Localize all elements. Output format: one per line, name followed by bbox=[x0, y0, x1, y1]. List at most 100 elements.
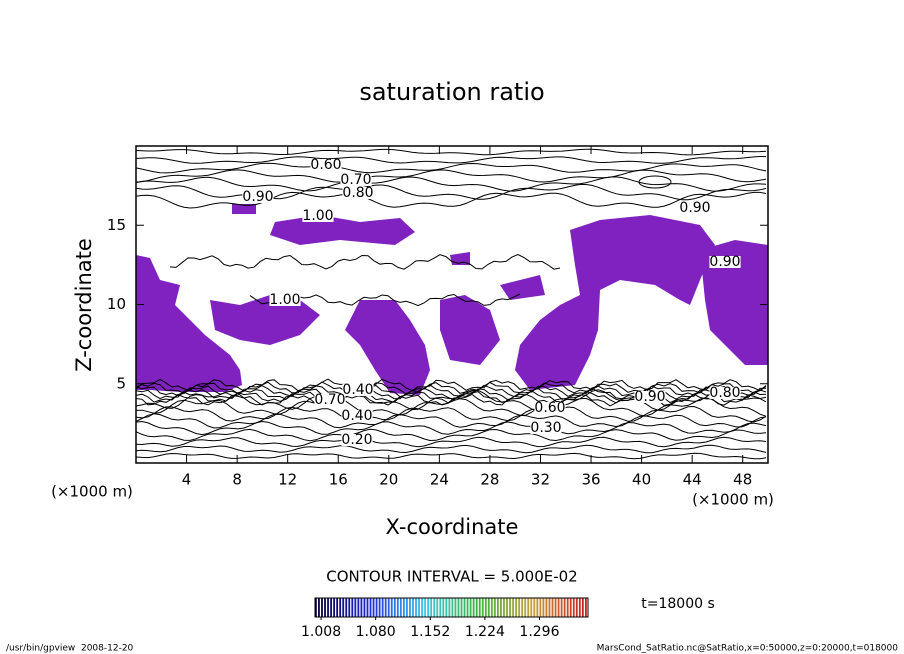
colorbar-stripe bbox=[466, 598, 469, 617]
fill-region bbox=[440, 295, 500, 365]
colorbar-stripe bbox=[500, 598, 502, 617]
colorbar-stripe bbox=[321, 598, 323, 617]
colorbar-stripe bbox=[393, 598, 396, 617]
colorbar-stripe bbox=[569, 598, 572, 617]
colorbar-stripe bbox=[475, 598, 478, 617]
colorbar-stripe bbox=[436, 598, 439, 617]
colorbar-frame bbox=[314, 597, 589, 618]
contour-label-bg bbox=[709, 387, 741, 399]
chart-title: saturation ratio bbox=[359, 78, 544, 106]
colorbar-stripe bbox=[375, 598, 378, 617]
x-tick-label: 44 bbox=[683, 471, 702, 489]
x-tick-label: 8 bbox=[232, 471, 242, 489]
colorbar-stripe bbox=[348, 598, 351, 617]
colorbar-stripe bbox=[402, 598, 405, 617]
colorbar-stripe bbox=[566, 598, 569, 617]
contour-line bbox=[135, 436, 767, 448]
contour-line bbox=[135, 405, 767, 423]
x-tick-label: 24 bbox=[430, 471, 449, 489]
supersaturated-regions bbox=[136, 204, 768, 395]
colorbar-stripe bbox=[396, 598, 399, 617]
colorbar-stripe bbox=[351, 598, 354, 617]
fill-region bbox=[515, 215, 715, 390]
contour-label-bg bbox=[310, 159, 342, 171]
contour-label: 0.90 bbox=[709, 254, 740, 270]
colorbar-stripe bbox=[427, 598, 430, 617]
colorbar-stripe bbox=[572, 598, 575, 617]
contour-label: 1.00 bbox=[269, 292, 300, 308]
x-tick-label: 32 bbox=[531, 471, 550, 489]
colorbar-stripe bbox=[584, 598, 587, 617]
contour-label-bg bbox=[340, 174, 372, 186]
colorbar-stripe bbox=[342, 598, 345, 617]
colorbar-stripe bbox=[409, 598, 411, 617]
colorbar-stripe bbox=[333, 598, 336, 617]
contour-line bbox=[135, 420, 767, 436]
contour-label-bg bbox=[341, 434, 373, 446]
contour-label-bg bbox=[634, 391, 666, 403]
contour-line bbox=[135, 169, 767, 183]
colorbar-stripe bbox=[575, 598, 578, 617]
colorbar-stripe bbox=[551, 598, 554, 617]
x-tick-label: 36 bbox=[581, 471, 600, 489]
contour-line bbox=[135, 378, 767, 392]
fill-region bbox=[270, 215, 415, 245]
colorbar-stripe bbox=[430, 598, 433, 617]
colorbar-stripe bbox=[327, 598, 329, 617]
contour-label-bg bbox=[342, 384, 374, 396]
colorbar-stripe bbox=[554, 598, 557, 617]
fill-region bbox=[136, 300, 150, 330]
contour-line bbox=[135, 184, 767, 201]
contour-label: 0.70 bbox=[314, 392, 345, 408]
time-label: t=18000 s bbox=[641, 596, 715, 612]
colorbar-stripe bbox=[490, 598, 493, 617]
colorbar-stripe bbox=[497, 598, 499, 617]
colorbar-stripe bbox=[415, 598, 417, 617]
contour-label: 1.00 bbox=[302, 208, 333, 224]
colorbar-stripe bbox=[581, 598, 584, 617]
contour-line bbox=[135, 191, 767, 209]
colorbar-stripe bbox=[503, 598, 505, 617]
colorbar-stripe bbox=[315, 598, 317, 617]
x-tick-label: 28 bbox=[480, 471, 499, 489]
contour-label: 0.60 bbox=[310, 157, 341, 173]
colorbar-stripe bbox=[330, 598, 332, 617]
colorbar-stripe bbox=[384, 598, 387, 617]
x-tick-label: 16 bbox=[329, 471, 348, 489]
contour-label-bg bbox=[709, 256, 741, 268]
x-axis-unit: (×1000 m) bbox=[692, 491, 774, 509]
colorbar-stripe bbox=[527, 598, 530, 617]
colorbar-tick-label: 1.296 bbox=[519, 624, 559, 640]
colorbar-tick-label: 1.080 bbox=[356, 624, 396, 640]
y-tick-label: 10 bbox=[107, 295, 126, 313]
colorbar-stripe bbox=[493, 598, 496, 617]
y-tick-label: 5 bbox=[116, 374, 126, 392]
fill-region bbox=[232, 204, 256, 214]
colorbar: 1.008 1.080 1.152 1.224 1.296 bbox=[301, 597, 589, 640]
contour-label-bg bbox=[314, 394, 346, 406]
fill-region bbox=[210, 295, 320, 345]
colorbar-stripe bbox=[478, 598, 481, 617]
colorbar-stripe bbox=[357, 598, 360, 617]
colorbar-stripe bbox=[372, 598, 375, 617]
contour-line bbox=[135, 162, 767, 174]
colorbar-stripe bbox=[530, 598, 533, 617]
colorbar-stripe bbox=[472, 598, 475, 617]
contour-line bbox=[135, 413, 767, 429]
contour-line bbox=[135, 452, 767, 460]
contour-label-bg bbox=[341, 410, 373, 422]
contour-interval: CONTOUR INTERVAL = 5.000E-02 bbox=[326, 568, 577, 586]
contour-label: 0.20 bbox=[341, 432, 372, 448]
colorbar-stripe bbox=[451, 598, 454, 617]
colorbar-stripe bbox=[539, 598, 542, 617]
colorbar-stripe bbox=[454, 598, 457, 617]
colorbar-stripe bbox=[318, 598, 320, 617]
contour-label: 0.60 bbox=[534, 400, 565, 416]
contour-line bbox=[638, 175, 672, 189]
colorbar-stripe bbox=[390, 598, 393, 617]
contour-label-bg bbox=[530, 422, 562, 434]
y-tick-label: 15 bbox=[107, 216, 126, 234]
contour-label: 0.90 bbox=[634, 389, 665, 405]
colorbar-stripe bbox=[406, 598, 408, 617]
colorbar-stripe bbox=[442, 598, 445, 617]
